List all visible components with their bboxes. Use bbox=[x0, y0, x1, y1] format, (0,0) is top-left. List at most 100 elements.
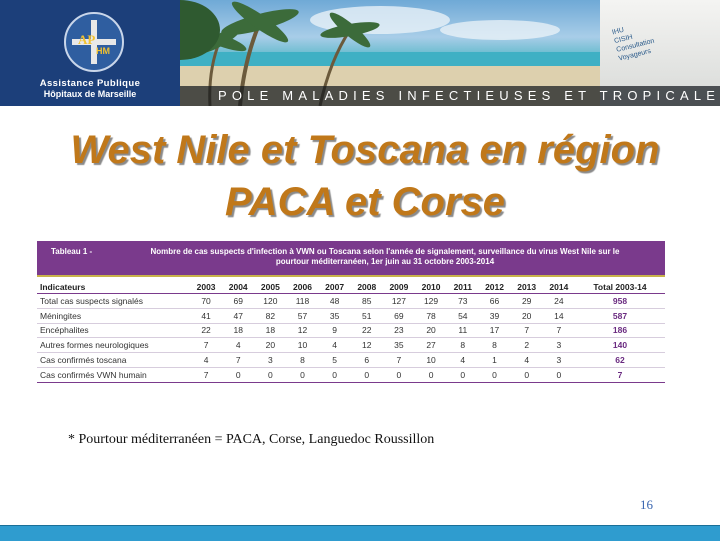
table-cell: 7 bbox=[190, 337, 223, 354]
caption-prefix: Tableau 1 - bbox=[51, 247, 93, 256]
table-cell: 4 bbox=[510, 352, 543, 368]
table-cell: 0 bbox=[510, 367, 543, 383]
table-cell: 78 bbox=[414, 308, 448, 324]
table-cell: 20 bbox=[414, 323, 448, 339]
table-cell: 0 bbox=[382, 367, 415, 383]
table-cell: 8 bbox=[478, 337, 511, 354]
table-cell: 0 bbox=[414, 367, 448, 383]
table-cell: 0 bbox=[318, 367, 351, 383]
caption-line-2: pourtour méditerranéen, 1er juin au 31 o… bbox=[275, 257, 495, 266]
total-cell: 140 bbox=[575, 337, 665, 354]
table-cell: 11 bbox=[447, 323, 479, 339]
table-header-row: Indicateurs 2003 2004 2005 2006 2007 200… bbox=[37, 280, 665, 294]
table-row: Cas confirmés toscana 4 7 3 8 5 6 7 10 4 1 4 3 62 bbox=[37, 352, 665, 368]
table-cell: 7 bbox=[542, 323, 575, 339]
column-header: 2004 bbox=[222, 280, 255, 294]
table-cell: 3 bbox=[254, 352, 287, 368]
table-cell: 3 bbox=[542, 337, 575, 354]
logo-panel: AP HM Assistance Publique Hôpitaux de Ma… bbox=[0, 0, 180, 106]
table-cell: 41 bbox=[190, 308, 223, 324]
row-label: Encéphalites bbox=[37, 323, 190, 339]
table-cell: 0 bbox=[542, 367, 575, 383]
table-cell: 69 bbox=[382, 308, 415, 324]
org-name-line1: Assistance Publique bbox=[39, 78, 141, 89]
column-header: 2007 bbox=[318, 280, 351, 294]
column-header: 2012 bbox=[478, 280, 511, 294]
total-cell: 958 bbox=[575, 293, 665, 309]
table-row: Total cas suspects signalés 70 69 120 118 48 8… bbox=[37, 293, 665, 309]
total-cell: 587 bbox=[575, 308, 665, 324]
total-cell: 186 bbox=[575, 323, 665, 339]
data-table-figure: Tableau 1 - Nombre de cas suspects d'inf… bbox=[37, 241, 665, 399]
column-header: 2008 bbox=[350, 280, 383, 294]
row-label: Autres formes neurologiques bbox=[37, 337, 190, 354]
table-cell: 0 bbox=[350, 367, 383, 383]
table-cell: 14 bbox=[542, 308, 575, 324]
table-cell: 51 bbox=[350, 308, 383, 324]
table-cell: 18 bbox=[254, 323, 287, 339]
table-cell: 120 bbox=[254, 293, 287, 309]
caption-line-1: Nombre de cas suspects d'infection à VWN… bbox=[150, 247, 620, 256]
table-cell: 8 bbox=[447, 337, 479, 354]
table-cell: 18 bbox=[222, 323, 255, 339]
column-header: 2011 bbox=[447, 280, 479, 294]
logo-text-hm: HM bbox=[96, 46, 110, 56]
bottom-bar bbox=[0, 525, 720, 541]
table-row: Autres formes neurologiques 7 4 20 10 4 12 35 27… bbox=[37, 337, 665, 354]
table-cell: 20 bbox=[510, 308, 543, 324]
banner-strip bbox=[180, 86, 720, 106]
slide-title: West Nile et Toscana en région PACA et C… bbox=[20, 124, 710, 228]
table-cell: 82 bbox=[254, 308, 287, 324]
row-label: Cas confirmés toscana bbox=[37, 352, 190, 368]
table-cell: 69 bbox=[222, 293, 255, 309]
column-header: 2013 bbox=[510, 280, 543, 294]
table-row: Encéphalites 22 18 18 12 9 22 23 20 11 17 7 7 186 bbox=[37, 323, 665, 339]
table-cell: 24 bbox=[542, 293, 575, 309]
table-cell: 1 bbox=[478, 352, 511, 368]
table-cell: 23 bbox=[382, 323, 415, 339]
row-label: Cas confirmés VWN humain bbox=[37, 367, 190, 383]
column-header: 2010 bbox=[414, 280, 448, 294]
column-header: 2003 bbox=[190, 280, 223, 294]
table-cell: 8 bbox=[286, 352, 319, 368]
table-cell: 29 bbox=[510, 293, 543, 309]
total-cell: 62 bbox=[575, 352, 665, 368]
table-cell: 54 bbox=[447, 308, 479, 324]
table-cell: 10 bbox=[414, 352, 448, 368]
table-cell: 0 bbox=[254, 367, 287, 383]
table-cell: 20 bbox=[254, 337, 287, 354]
table-cell: 10 bbox=[286, 337, 319, 354]
table-cell: 118 bbox=[286, 293, 319, 309]
table-cell: 22 bbox=[350, 323, 383, 339]
table-cell: 4 bbox=[318, 337, 351, 354]
table-cell: 4 bbox=[447, 352, 479, 368]
table-cell: 5 bbox=[318, 352, 351, 368]
row-label: Méningites bbox=[37, 308, 190, 324]
table-cell: 0 bbox=[222, 367, 255, 383]
total-cell: 7 bbox=[575, 367, 665, 383]
table-cell: 2 bbox=[510, 337, 543, 354]
table-cell: 7 bbox=[510, 323, 543, 339]
table-cell: 6 bbox=[350, 352, 383, 368]
table-cell: 35 bbox=[318, 308, 351, 324]
cases-table: Indicateurs 2003 2004 2005 2006 2007 200… bbox=[37, 280, 665, 383]
header-banner: AP HM Assistance Publique Hôpitaux de Ma… bbox=[0, 0, 720, 106]
table-cell: 0 bbox=[478, 367, 511, 383]
table-caption: Tableau 1 - Nombre de cas suspects d'inf… bbox=[37, 241, 665, 275]
table-cell: 0 bbox=[447, 367, 479, 383]
table-cell: 70 bbox=[190, 293, 223, 309]
logo-text-ap: AP bbox=[78, 32, 96, 47]
table-cell: 57 bbox=[286, 308, 319, 324]
table-cell: 22 bbox=[190, 323, 223, 339]
table-cell: 127 bbox=[382, 293, 415, 309]
table-cell: 12 bbox=[350, 337, 383, 354]
footnote: * Pourtour méditerranéen = PACA, Corse, … bbox=[68, 432, 435, 447]
table-cell: 9 bbox=[318, 323, 351, 339]
department-banner-text: POLE MALADIES INFECTIEUSES ET TROPICALES bbox=[218, 88, 720, 103]
title-line-1: West Nile et Toscana en région bbox=[70, 128, 660, 172]
table-cell: 39 bbox=[478, 308, 511, 324]
column-header: 2009 bbox=[382, 280, 415, 294]
table-cell: 7 bbox=[190, 367, 223, 383]
table-cell: 129 bbox=[414, 293, 448, 309]
caption-divider bbox=[37, 275, 665, 277]
